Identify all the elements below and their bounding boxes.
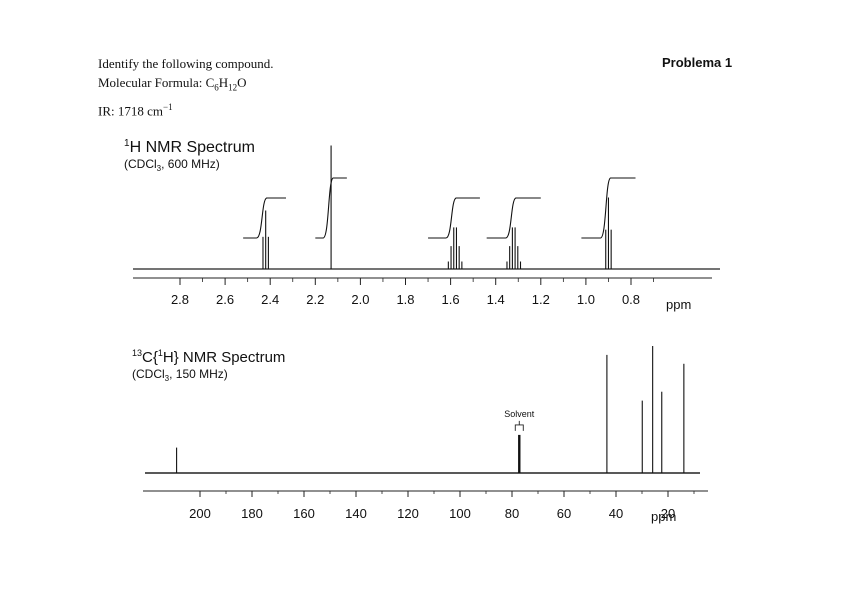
h-nmr-subtitle: (CDCl3, 600 MHz): [124, 157, 220, 173]
h-nmr-spectrum-chart: 1H NMR Spectrum (CDCl3, 600 MHz) 2.8 2.6 2…: [124, 138, 720, 312]
h-nmr-tick-label: 0.8: [622, 292, 640, 307]
c-nmr-subtitle-sub: 3: [165, 374, 170, 383]
problem-number-label: Problema 1: [662, 55, 733, 70]
h-nmr-integral-curve: [428, 197, 480, 239]
c-nmr-tick-label: 180: [241, 506, 263, 521]
h-nmr-integral-curve: [581, 177, 636, 239]
ir-unit-exponent: −1: [163, 101, 173, 112]
c-nmr-spectrum-chart: 13C{1H} NMR Spectrum (CDCl3, 150 MHz) 20…: [132, 346, 708, 524]
c-nmr-subtitle-post: , 150 MHz): [169, 367, 228, 381]
molecular-formula: Molecular Formula: C6H12O: [98, 73, 273, 98]
solvent-label: Solvent: [504, 409, 535, 419]
ir-prefix: IR:: [98, 102, 118, 118]
h-nmr-tick-label: 2.8: [171, 292, 189, 307]
c-nmr-tick-label: 60: [557, 506, 571, 521]
c-nmr-tick-label: 40: [609, 506, 623, 521]
c-nmr-tick-label: 100: [449, 506, 471, 521]
formula-h: H: [218, 75, 229, 90]
c-nmr-title-mid1: C{: [142, 349, 158, 366]
c-nmr-subtitle-pre: (CDCl: [132, 367, 165, 381]
c-nmr-peaks: [176, 346, 685, 473]
h-nmr-subtitle-post: , 600 MHz): [161, 157, 220, 171]
c-nmr-subtitle: (CDCl3, 150 MHz): [132, 367, 228, 383]
formula-h-count: 12: [228, 82, 238, 93]
c-nmr-title-sup1: 13: [132, 348, 142, 358]
h-nmr-ticks: 2.8 2.6 2.4 2.2 2.0 1.8 1.6 1.4 1.2 1.0 0.8: [171, 278, 654, 307]
h-nmr-tick-label: 2.4: [261, 292, 279, 307]
c-nmr-ticks: 200 180 160 140 120 100 80 60 40 20: [189, 491, 695, 521]
h-nmr-subtitle-pre: (CDCl: [124, 157, 157, 171]
formula-c-count: 6: [214, 82, 219, 93]
c-nmr-tick-label: 160: [293, 506, 315, 521]
h-nmr-tick-label: 2.6: [216, 292, 234, 307]
h-nmr-integral-curve: [243, 197, 286, 239]
c-nmr-tick-label: 140: [345, 506, 367, 521]
c-nmr-title-sup2: 1: [158, 348, 163, 358]
h-nmr-peaks: [262, 145, 612, 269]
h-nmr-integrals: [243, 177, 636, 239]
solvent-bracket: [514, 420, 524, 431]
problem-instruction: Identify the following compound.: [98, 56, 274, 71]
ir-data: IR: 1718 cm−1: [98, 98, 273, 120]
h-nmr-integral-curve: [315, 177, 347, 239]
formula-prefix: Molecular Formula:: [98, 75, 206, 90]
problem-statement: Identify the following compound. Molecul…: [98, 54, 273, 120]
h-nmr-tick-label: 1.4: [487, 292, 505, 307]
h-nmr-x-label: ppm: [666, 297, 691, 312]
h-nmr-subtitle-sub: 3: [157, 164, 162, 173]
h-nmr-tick-label: 2.0: [351, 292, 369, 307]
c-nmr-title: 13C{1H} NMR Spectrum: [132, 348, 285, 366]
h-nmr-tick-label: 1.6: [442, 292, 460, 307]
c-nmr-tick-label: 120: [397, 506, 419, 521]
c-nmr-tick-label: 20: [661, 506, 675, 521]
h-nmr-tick-label: 1.0: [577, 292, 595, 307]
ir-value: 1718 cm: [117, 102, 164, 118]
h-nmr-tick-label: 2.2: [306, 292, 324, 307]
c-nmr-tick-label: 200: [189, 506, 211, 521]
h-nmr-tick-label: 1.8: [396, 292, 414, 307]
c-nmr-x-label: ppm: [651, 509, 676, 524]
h-nmr-title: 1H NMR Spectrum: [124, 138, 255, 156]
c-nmr-tick-label: 80: [505, 506, 519, 521]
formula-o: O: [237, 75, 247, 90]
formula-c: C: [205, 75, 215, 90]
h-nmr-tick-label: 1.2: [532, 292, 550, 307]
c-nmr-title-mid2: H} NMR Spectrum: [163, 349, 286, 366]
h-nmr-title-sup: 1: [124, 138, 130, 149]
h-nmr-integral-curve: [486, 197, 541, 239]
h-nmr-title-text: H NMR Spectrum: [130, 139, 255, 156]
